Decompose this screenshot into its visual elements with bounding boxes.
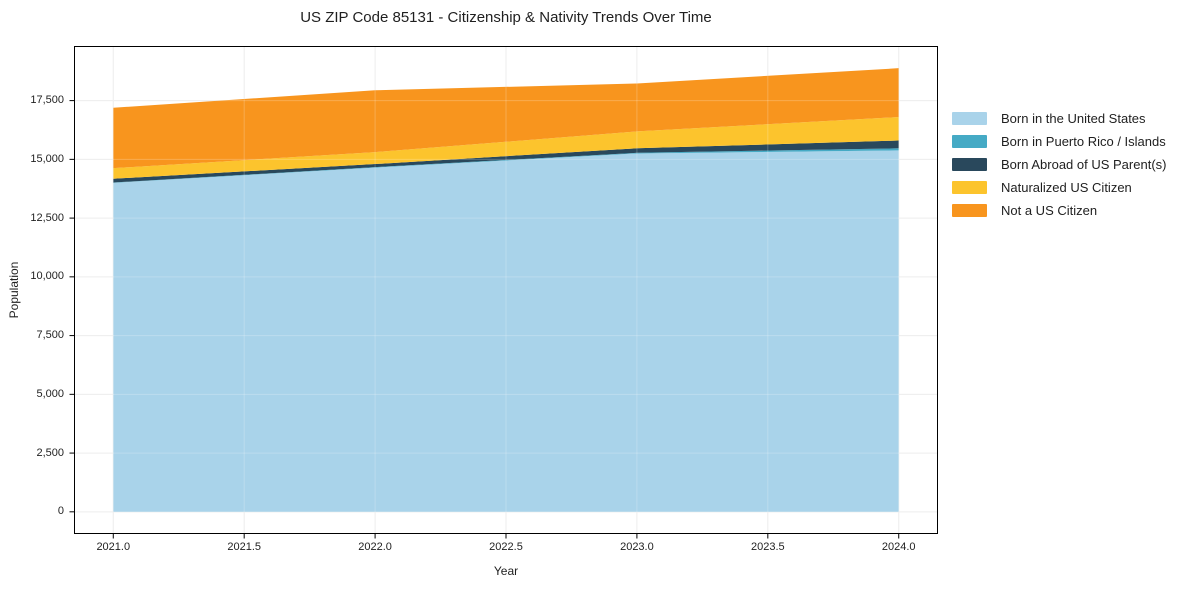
legend-item-2: Born Abroad of US Parent(s): [952, 153, 1166, 176]
y-tick-label: 15,000: [30, 152, 64, 165]
y-tick-label: 5,000: [36, 387, 64, 400]
y-tick-label: 2,500: [36, 446, 64, 459]
x-tick-label: 2023.0: [620, 541, 654, 553]
y-axis-label: Population: [7, 261, 21, 319]
area-series-4: [113, 68, 899, 169]
y-tick-label: 10,000: [30, 270, 64, 283]
x-axis-label: Year: [493, 564, 519, 578]
x-tick-label: 2021.5: [227, 541, 261, 553]
legend-item-3: Naturalized US Citizen: [952, 176, 1166, 199]
x-tick-label: 2022.0: [358, 541, 392, 553]
y-tick-label: 17,500: [30, 94, 64, 107]
area-series-2: [113, 140, 899, 183]
y-tick-label: 12,500: [30, 211, 64, 224]
plot-area: [69, 46, 938, 539]
legend-swatch: [952, 204, 987, 217]
legend-label: Born Abroad of US Parent(s): [1001, 157, 1167, 172]
x-tick-label: 2023.5: [750, 541, 785, 553]
legend-swatch: [952, 181, 987, 194]
legend-swatch: [952, 158, 987, 171]
legend-label: Naturalized US Citizen: [1001, 180, 1132, 195]
y-tick-label: 7,500: [36, 329, 64, 342]
x-tick-label: 2022.5: [489, 541, 523, 553]
legend-swatch: [952, 135, 987, 148]
legend: Born in the United States Born in Puerto …: [952, 107, 1166, 222]
chart-title: US ZIP Code 85131 - Citizenship & Nativi…: [300, 9, 712, 26]
legend-label: Born in Puerto Rico / Islands: [1001, 134, 1166, 149]
x-tick-label: 2021.0: [96, 541, 131, 553]
area-series-3: [113, 117, 899, 179]
legend-item-4: Not a US Citizen: [952, 199, 1166, 222]
y-tick-label: 0: [57, 505, 64, 518]
x-tick-label: 2024.0: [881, 541, 916, 553]
plot-border: [74, 46, 938, 534]
legend-item-1: Born in Puerto Rico / Islands: [952, 130, 1166, 153]
legend-item-0: Born in the United States: [952, 107, 1166, 130]
legend-label: Born in the United States: [1001, 111, 1146, 126]
legend-label: Not a US Citizen: [1001, 203, 1098, 218]
area-series-0: [113, 150, 899, 512]
legend-swatch: [952, 112, 987, 125]
